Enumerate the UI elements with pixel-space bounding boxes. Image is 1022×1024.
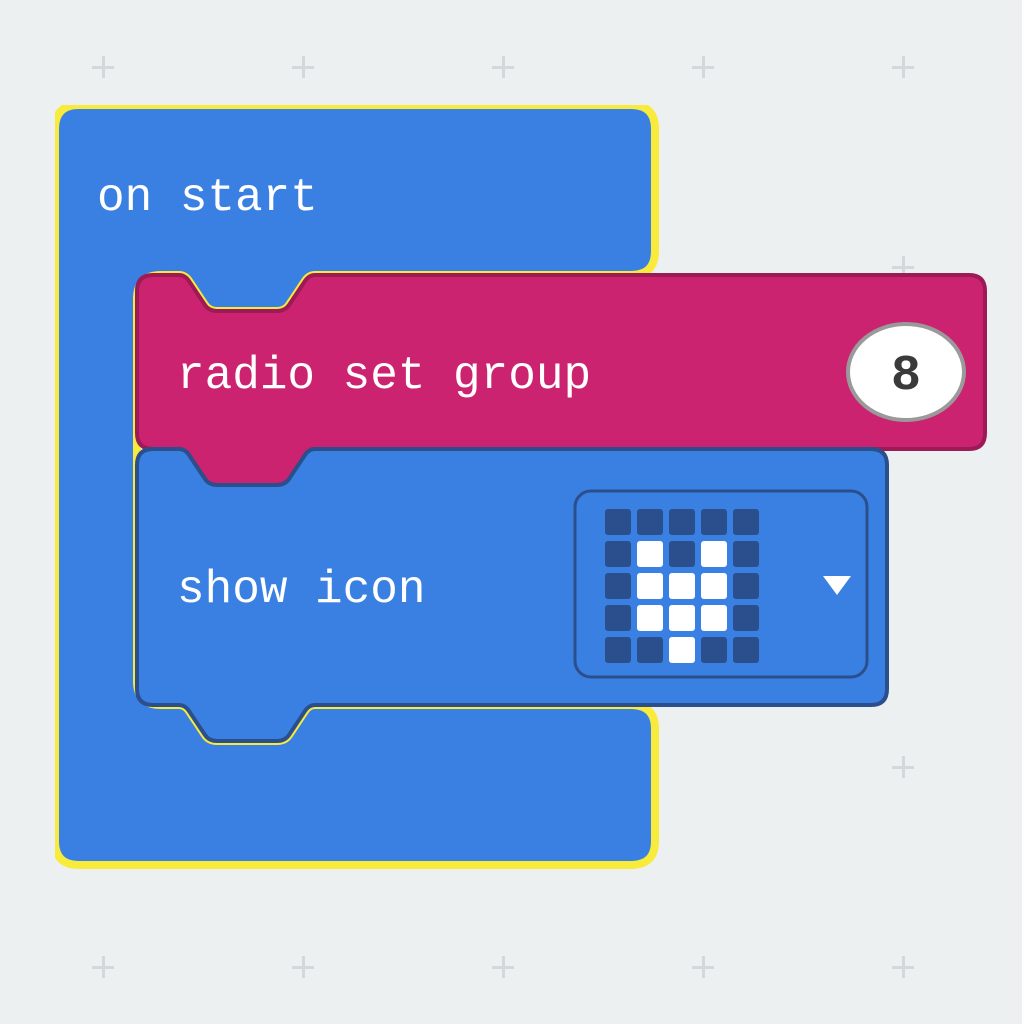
led-cell <box>637 541 663 567</box>
led-cell <box>637 573 663 599</box>
led-cell <box>637 509 663 535</box>
led-cell <box>605 637 631 663</box>
led-cell <box>637 637 663 663</box>
led-cell <box>669 573 695 599</box>
led-cell <box>605 573 631 599</box>
led-cell <box>733 541 759 567</box>
led-cell <box>701 541 727 567</box>
led-cell <box>733 605 759 631</box>
led-cell <box>701 509 727 535</box>
led-cell <box>733 637 759 663</box>
led-cell <box>669 605 695 631</box>
radio-group-number-value: 8 <box>891 348 921 405</box>
led-cell <box>733 573 759 599</box>
on-start-label: on start <box>97 172 318 224</box>
led-cell <box>701 573 727 599</box>
led-cell <box>605 541 631 567</box>
led-cell <box>701 637 727 663</box>
show-icon-block[interactable]: show icon <box>137 449 887 741</box>
led-cell <box>669 509 695 535</box>
led-cell <box>669 637 695 663</box>
led-cell <box>605 509 631 535</box>
led-cell <box>733 509 759 535</box>
led-cell <box>605 605 631 631</box>
radio-group-number-input[interactable]: 8 <box>848 324 964 420</box>
led-cell <box>669 541 695 567</box>
led-5x5-grid <box>605 509 759 663</box>
show-icon-label: show icon <box>177 564 425 616</box>
led-cell <box>637 605 663 631</box>
led-cell <box>701 605 727 631</box>
radio-set-group-label: radio set group <box>177 350 591 402</box>
